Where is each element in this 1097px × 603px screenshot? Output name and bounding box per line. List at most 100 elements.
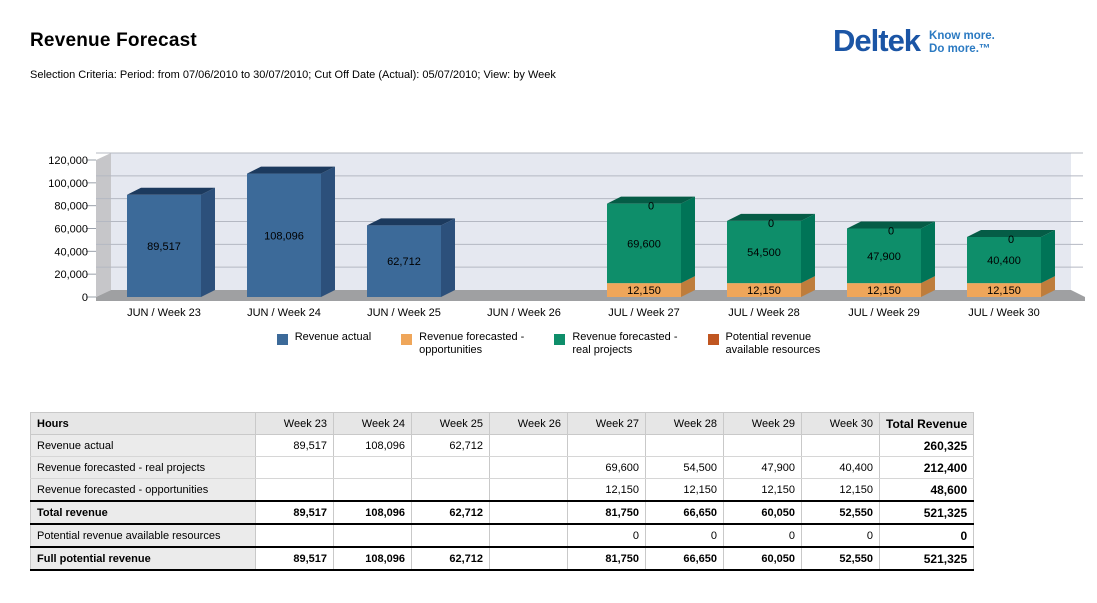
bar-segment — [847, 283, 921, 297]
bar-value-label: 12,150 — [987, 285, 1021, 297]
bar-side-face — [681, 196, 695, 284]
legend-swatch-icon — [401, 334, 413, 345]
legend-swatch-icon — [554, 334, 566, 345]
bar-value-label: 12,150 — [627, 285, 661, 297]
deltek-logo: Deltek Know more. Do more.™ — [833, 23, 995, 58]
x-axis-category-label: JUN / Week 26 — [487, 307, 561, 319]
week-value-cell — [411, 478, 490, 502]
header-week: Week 28 — [645, 412, 724, 435]
bar-value-label: 40,400 — [987, 255, 1021, 267]
legend-swatch-icon — [276, 334, 288, 345]
legend-label: Revenue actual — [294, 331, 372, 343]
bar-top-face — [727, 213, 815, 221]
table-row: Total revenue 89,517 108,096 62,712 81,750 66… — [30, 500, 975, 525]
week-value-cell: 108,096 — [333, 546, 412, 571]
header-week: Week 29 — [723, 412, 802, 435]
tagline-line-1: Know more. — [929, 30, 995, 42]
bar-segment — [367, 225, 441, 297]
bar-side-face — [201, 187, 215, 297]
deltek-tagline: Know more. Do more.™ — [929, 26, 995, 56]
week-value-cell: 62,712 — [411, 546, 490, 571]
week-value-cell — [489, 524, 568, 548]
week-value-cell — [255, 524, 334, 548]
week-value-cell: 108,096 — [333, 434, 412, 457]
x-axis-category-label: JUN / Week 24 — [247, 307, 321, 319]
legend-label: Potential revenue available resources — [725, 331, 821, 356]
table-header-row: Hours Week 23 Week 24 Week 25 Week 26 Week 27… — [30, 412, 975, 435]
bar-segment — [127, 194, 201, 297]
bar-value-label: 12,150 — [867, 285, 901, 297]
deltek-wordmark: Deltek — [833, 23, 921, 58]
week-value-cell: 89,517 — [255, 500, 334, 525]
bar-top-face — [247, 166, 335, 174]
week-value-cell — [489, 434, 568, 457]
week-value-cell — [411, 456, 490, 479]
tagline-line-2: Do more.™ — [929, 43, 991, 55]
week-value-cell — [801, 434, 880, 457]
bar-side-face — [1041, 276, 1055, 297]
y-axis-label: 0 — [82, 292, 88, 304]
page-title: Revenue Forecast — [30, 30, 197, 51]
week-value-cell: 40,400 — [801, 456, 880, 479]
week-value-cell: 66,650 — [645, 500, 724, 525]
y-axis-label: 100,000 — [48, 178, 88, 190]
header-week: Week 25 — [411, 412, 490, 435]
header-week: Week 26 — [489, 412, 568, 435]
header-total-revenue: Total Revenue — [878, 412, 975, 435]
potential-revenue-label: 0 — [1008, 234, 1014, 246]
week-value-cell: 108,096 — [333, 500, 412, 525]
chart-left-wall — [96, 153, 111, 297]
bar-side-face — [681, 276, 695, 297]
bar-side-face — [801, 213, 815, 284]
week-value-cell: 47,900 — [723, 456, 802, 479]
header-week: Week 24 — [333, 412, 412, 435]
week-value-cell — [489, 478, 568, 502]
total-revenue-cell: 521,325 — [878, 500, 975, 525]
chart-plot-background — [111, 153, 1071, 290]
header-hours: Hours — [30, 412, 256, 435]
x-axis-category-label: JUN / Week 23 — [127, 307, 201, 319]
table-row: Potential revenue available resources 0 0 0… — [30, 524, 975, 548]
week-value-cell — [723, 434, 802, 457]
y-axis-label: 40,000 — [54, 246, 88, 258]
total-revenue-cell: 521,325 — [878, 546, 975, 571]
week-value-cell: 60,050 — [723, 500, 802, 525]
legend-swatch-icon — [707, 334, 719, 345]
week-value-cell: 54,500 — [645, 456, 724, 479]
table-row: Full potential revenue 89,517 108,096 62,71… — [30, 546, 975, 571]
table-row: Revenue actual 89,517 108,096 62,712 260,325 — [30, 434, 975, 457]
chart-legend: Revenue actual Revenue forecasted - opport… — [0, 331, 1097, 357]
potential-revenue-label: 0 — [888, 225, 894, 237]
revenue-table-container: Hours Week 23 Week 24 Week 25 Week 26 Week 27… — [30, 412, 975, 571]
bar-side-face — [921, 276, 935, 297]
bar-side-face — [801, 276, 815, 297]
x-axis-category-label: JUN / Week 25 — [367, 307, 441, 319]
table-row: Revenue forecasted - real projects 69,600… — [30, 456, 975, 479]
week-value-cell: 52,550 — [801, 500, 880, 525]
bar-value-label: 12,150 — [747, 285, 781, 297]
bar-side-face — [441, 218, 455, 297]
y-axis-label: 80,000 — [54, 201, 88, 213]
bar-segment — [967, 283, 1041, 297]
row-label: Revenue forecasted - opportunities — [30, 478, 256, 502]
total-revenue-cell: 260,325 — [878, 434, 975, 457]
legend-item-revenue-forecasted-opportunities: Revenue forecasted - opportunities — [401, 331, 524, 357]
week-value-cell: 0 — [645, 524, 724, 548]
week-value-cell — [489, 546, 568, 571]
header-week: Week 27 — [567, 412, 646, 435]
bar-segment — [847, 228, 921, 284]
bar-value-label: 54,500 — [747, 247, 781, 259]
bar-side-face — [1041, 230, 1055, 284]
row-label: Full potential revenue — [30, 546, 256, 571]
week-value-cell — [489, 500, 568, 525]
row-label: Revenue actual — [30, 434, 256, 457]
bar-top-face — [127, 187, 215, 195]
bar-segment — [727, 283, 801, 297]
bar-top-face — [847, 221, 935, 229]
week-value-cell: 89,517 — [255, 434, 334, 457]
bar-side-face — [321, 166, 335, 297]
x-axis-category-label: JUL / Week 28 — [728, 307, 800, 319]
week-value-cell — [333, 524, 412, 548]
legend-label: Revenue forecasted - real projects — [572, 331, 678, 356]
